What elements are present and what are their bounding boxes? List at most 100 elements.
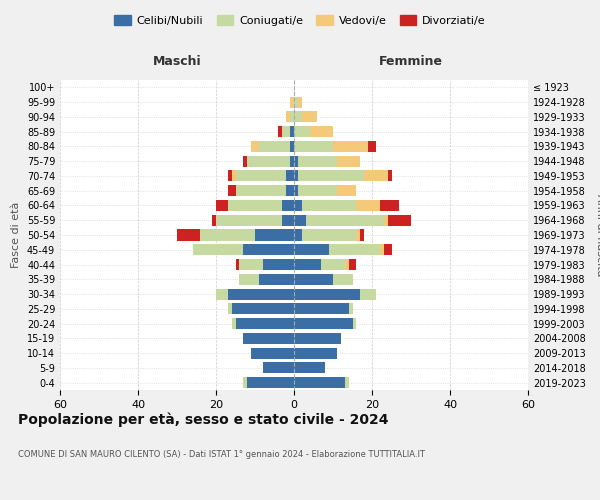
Bar bbox=[193, 244, 244, 256]
Bar bbox=[337, 185, 356, 196]
Bar bbox=[263, 259, 294, 270]
Bar bbox=[364, 170, 388, 181]
Bar bbox=[278, 126, 283, 137]
Bar bbox=[294, 96, 298, 108]
Bar bbox=[200, 230, 255, 240]
Bar bbox=[251, 348, 294, 358]
Bar bbox=[294, 362, 325, 374]
Bar bbox=[294, 200, 302, 211]
Bar bbox=[244, 244, 294, 256]
Bar bbox=[349, 259, 356, 270]
Bar bbox=[290, 112, 294, 122]
Bar bbox=[356, 200, 380, 211]
Bar bbox=[294, 156, 298, 166]
Bar bbox=[259, 141, 290, 152]
Bar bbox=[239, 274, 259, 285]
Bar bbox=[294, 185, 298, 196]
Bar bbox=[228, 288, 294, 300]
Bar bbox=[298, 96, 302, 108]
Bar bbox=[368, 141, 376, 152]
Text: Popolazione per età, sesso e stato civile - 2024: Popolazione per età, sesso e stato civil… bbox=[18, 412, 389, 427]
Bar bbox=[360, 288, 376, 300]
Bar bbox=[356, 230, 360, 240]
Y-axis label: Fasce di età: Fasce di età bbox=[11, 202, 21, 268]
Bar bbox=[294, 288, 360, 300]
Bar bbox=[247, 377, 294, 388]
Bar bbox=[232, 170, 235, 181]
Bar bbox=[322, 259, 344, 270]
Bar bbox=[232, 304, 294, 314]
Bar bbox=[286, 112, 290, 122]
Bar bbox=[302, 112, 317, 122]
Bar bbox=[244, 333, 294, 344]
Bar bbox=[380, 200, 400, 211]
Bar bbox=[239, 259, 263, 270]
Bar bbox=[283, 200, 294, 211]
Bar bbox=[294, 141, 333, 152]
Text: Femmine: Femmine bbox=[379, 55, 443, 68]
Bar bbox=[290, 126, 294, 137]
Bar bbox=[228, 304, 232, 314]
Bar bbox=[294, 333, 341, 344]
Bar bbox=[294, 348, 337, 358]
Bar bbox=[235, 259, 239, 270]
Legend: Celibi/Nubili, Coniugati/e, Vedovi/e, Divorziati/e: Celibi/Nubili, Coniugati/e, Vedovi/e, Di… bbox=[110, 10, 490, 30]
Bar bbox=[329, 244, 380, 256]
Bar bbox=[283, 126, 290, 137]
Bar bbox=[298, 170, 364, 181]
Bar bbox=[294, 318, 353, 329]
Bar bbox=[235, 318, 294, 329]
Bar bbox=[344, 259, 349, 270]
Bar bbox=[259, 274, 294, 285]
Bar bbox=[294, 230, 302, 240]
Bar bbox=[384, 244, 392, 256]
Bar bbox=[294, 170, 298, 181]
Bar bbox=[337, 156, 360, 166]
Bar bbox=[306, 214, 384, 226]
Bar bbox=[333, 274, 353, 285]
Bar bbox=[251, 141, 259, 152]
Bar bbox=[216, 214, 283, 226]
Bar bbox=[235, 170, 286, 181]
Bar bbox=[290, 141, 294, 152]
Bar bbox=[294, 112, 302, 122]
Bar bbox=[294, 274, 333, 285]
Text: Maschi: Maschi bbox=[152, 55, 202, 68]
Bar bbox=[244, 377, 247, 388]
Bar bbox=[302, 230, 356, 240]
Bar bbox=[344, 377, 349, 388]
Bar bbox=[232, 318, 235, 329]
Bar bbox=[247, 156, 290, 166]
Bar bbox=[384, 214, 388, 226]
Bar bbox=[294, 377, 344, 388]
Bar bbox=[333, 141, 368, 152]
Bar bbox=[294, 244, 329, 256]
Bar bbox=[294, 214, 306, 226]
Bar bbox=[255, 230, 294, 240]
Bar bbox=[283, 214, 294, 226]
Bar bbox=[353, 318, 356, 329]
Bar bbox=[235, 185, 286, 196]
Bar bbox=[380, 244, 384, 256]
Bar bbox=[302, 200, 356, 211]
Bar bbox=[294, 126, 310, 137]
Bar bbox=[286, 170, 294, 181]
Bar bbox=[228, 170, 232, 181]
Bar bbox=[263, 362, 294, 374]
Text: COMUNE DI SAN MAURO CILENTO (SA) - Dati ISTAT 1° gennaio 2024 - Elaborazione TUT: COMUNE DI SAN MAURO CILENTO (SA) - Dati … bbox=[18, 450, 425, 459]
Bar bbox=[294, 259, 322, 270]
Bar bbox=[294, 304, 349, 314]
Bar bbox=[360, 230, 364, 240]
Bar bbox=[388, 170, 392, 181]
Bar bbox=[290, 96, 294, 108]
Bar bbox=[228, 185, 235, 196]
Y-axis label: Anni di nascita: Anni di nascita bbox=[595, 194, 600, 276]
Bar bbox=[212, 214, 216, 226]
Bar bbox=[298, 156, 337, 166]
Bar bbox=[388, 214, 411, 226]
Bar bbox=[216, 288, 228, 300]
Bar bbox=[228, 200, 283, 211]
Bar bbox=[349, 304, 353, 314]
Bar bbox=[244, 156, 247, 166]
Bar bbox=[310, 126, 333, 137]
